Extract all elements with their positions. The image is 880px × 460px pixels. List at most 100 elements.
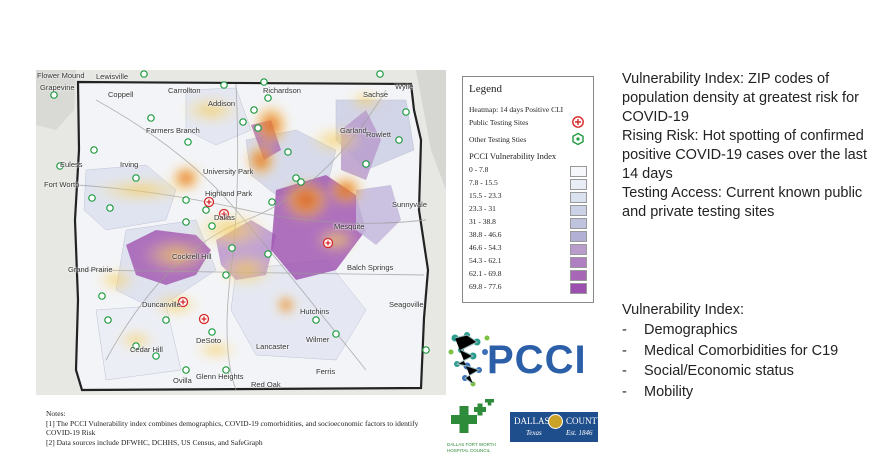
pcci-logo: PCCI bbox=[447, 330, 602, 390]
city-label: Glenn Heights bbox=[196, 372, 244, 381]
dfw-logo-line1: DALLAS FORT WORTH bbox=[447, 442, 496, 447]
dfw-hospital-council-logo: DALLAS FORT WORTH HOSPITAL COUNCIL bbox=[447, 396, 502, 457]
footnotes: Notes: [1] The PCCI Vulnerability index … bbox=[46, 409, 426, 447]
legend-range: 31 - 38.8 bbox=[469, 217, 496, 226]
city-label: Flower Mound bbox=[37, 71, 85, 80]
list-item-text: Mobility bbox=[644, 383, 694, 400]
legend-range: 54.3 - 62.1 bbox=[469, 256, 502, 265]
legend-public-sites-label: Public Testing Sites bbox=[469, 118, 529, 127]
county-logo-line3: Texas bbox=[526, 429, 542, 437]
legend-swatch bbox=[570, 257, 587, 268]
legend-index-title: PCCI Vulnerability Index bbox=[469, 151, 557, 161]
dallas-county-logo: DALLAS COUNTY Texas Est. 1846 bbox=[510, 412, 604, 442]
city-label: Coppell bbox=[108, 90, 134, 99]
city-label: DeSoto bbox=[196, 336, 222, 345]
note-1: [1] The PCCI Vulnerability index combine… bbox=[46, 418, 419, 438]
county-logo-line1: DALLAS bbox=[514, 416, 550, 426]
legend-range: 46.6 - 54.3 bbox=[469, 243, 502, 252]
city-label: Grapevine bbox=[40, 83, 75, 92]
list-item-text: Medical Comorbidities for C19 bbox=[644, 342, 839, 359]
city-label: Wylie bbox=[395, 82, 414, 91]
city-label: Irving bbox=[120, 160, 139, 169]
legend-swatch bbox=[570, 166, 587, 177]
city-label: Rowlett bbox=[366, 130, 392, 139]
testing-access-text: Current known public and private testing… bbox=[622, 185, 863, 220]
testing-access-label: Testing Access: bbox=[622, 185, 722, 201]
city-label: Red Oak bbox=[251, 380, 281, 389]
legend-heatmap-label: Heatmap: 14 days Positive CLI bbox=[469, 105, 564, 114]
bullet-dash: - bbox=[622, 322, 627, 338]
heatmap bbox=[91, 90, 384, 360]
legend-swatch bbox=[570, 179, 587, 190]
legend-title: Legend bbox=[469, 83, 502, 95]
note-2: [2] Data sources include DFWHC, DCHHS, U… bbox=[46, 437, 263, 447]
city-label: Balch Springs bbox=[347, 263, 394, 272]
legend-range: 23.3 - 31 bbox=[469, 204, 496, 213]
rising-risk-description: Rising Risk: Hot spotting of confirmed p… bbox=[622, 127, 872, 184]
city-label: University Park bbox=[203, 167, 254, 176]
legend-swatch bbox=[570, 205, 587, 216]
city-label: Garland bbox=[340, 126, 367, 135]
public-testing-sites bbox=[177, 196, 334, 325]
map-canvas bbox=[36, 70, 446, 395]
city-label: Duncanville bbox=[142, 300, 181, 309]
list-item-text: Social/Economic status bbox=[644, 363, 794, 379]
legend-range: 15.5 - 23.3 bbox=[469, 191, 502, 200]
index-components: Vulnerability Index: - Demographics - Medi… bbox=[622, 300, 877, 402]
city-label: Carrollton bbox=[168, 86, 201, 95]
legend-swatch bbox=[570, 218, 587, 229]
legend-range: 38.8 - 46.6 bbox=[469, 230, 502, 239]
bullet-dash: - bbox=[622, 342, 627, 359]
city-label: Lancaster bbox=[256, 342, 289, 351]
city-label: Hutchins bbox=[300, 307, 330, 316]
map-legend: Legend Heatmap: 14 days Positive CLI Pub… bbox=[462, 76, 594, 303]
green-hexagon-icon bbox=[572, 132, 584, 146]
city-label: Euless bbox=[60, 160, 83, 169]
city-label: Highland Park bbox=[205, 189, 253, 198]
city-label: Addison bbox=[208, 99, 236, 108]
legend-swatch bbox=[570, 283, 587, 294]
legend-swatch bbox=[570, 192, 587, 203]
rising-risk-text: Hot spotting of confirmed positive COVID… bbox=[622, 128, 867, 182]
city-label: Sachse bbox=[363, 90, 389, 99]
list-item: - Medical Comorbidities for C19 bbox=[622, 341, 877, 362]
other-testing-sites bbox=[50, 70, 430, 374]
list-item: - Social/Economic status bbox=[622, 361, 877, 382]
legend-range: 0 - 7.8 bbox=[469, 165, 489, 174]
city-label: Wilmer bbox=[306, 335, 330, 344]
city-label: Richardson bbox=[263, 86, 301, 95]
city-label: Ovilla bbox=[173, 376, 192, 385]
city-label: Farmers Branch bbox=[146, 126, 200, 135]
city-label: Ferris bbox=[316, 367, 336, 376]
legend-range: 7.8 - 15.5 bbox=[469, 178, 498, 187]
county-logo-line2: COUNTY bbox=[566, 416, 604, 426]
city-label: Cedar Hill bbox=[130, 345, 163, 354]
testing-access-description: Testing Access: Current known public and… bbox=[622, 184, 872, 222]
components-title: Vulnerability Index: bbox=[622, 302, 744, 318]
list-item: - Demographics bbox=[622, 320, 877, 341]
pcci-molecule-icon bbox=[448, 332, 490, 387]
county-logo-line4: Est. 1846 bbox=[566, 429, 593, 437]
list-item-text: Demographics bbox=[644, 322, 738, 338]
rising-risk-label: Rising Risk: bbox=[622, 128, 699, 144]
vulnerability-description: Vulnerability Index: ZIP codes of popula… bbox=[622, 70, 872, 127]
vulnerability-text: ZIP codes of population density at great… bbox=[622, 71, 859, 125]
red-cross-icon bbox=[572, 116, 584, 128]
vulnerability-label: Vulnerability Index: bbox=[622, 71, 744, 87]
legend-other-sites-label: Other Testing Sties bbox=[469, 135, 527, 144]
notes-heading: Notes: bbox=[46, 409, 66, 418]
components-list: - Demographics - Medical Comorbidities for… bbox=[622, 320, 877, 402]
city-label: Sunnyvale bbox=[392, 200, 428, 209]
city-label: Grand Prairie bbox=[68, 265, 113, 274]
city-label: Fort Worth bbox=[44, 180, 80, 189]
city-label: Lewisville bbox=[96, 72, 129, 81]
list-item: - Mobility bbox=[622, 382, 877, 403]
vulnerability-map[interactable]: Flower Mound Lewisville Grapevine Coppel… bbox=[36, 70, 446, 395]
dfw-logo-line2: HOSPITAL COUNCIL bbox=[447, 448, 491, 453]
city-label: Mesquite bbox=[334, 222, 365, 231]
legend-swatch bbox=[570, 244, 587, 255]
legend-range: 62.1 - 69.8 bbox=[469, 269, 502, 278]
city-label: Seagoville bbox=[389, 300, 424, 309]
county-seal-icon bbox=[548, 414, 563, 429]
city-label: Cockrell Hill bbox=[172, 252, 212, 261]
